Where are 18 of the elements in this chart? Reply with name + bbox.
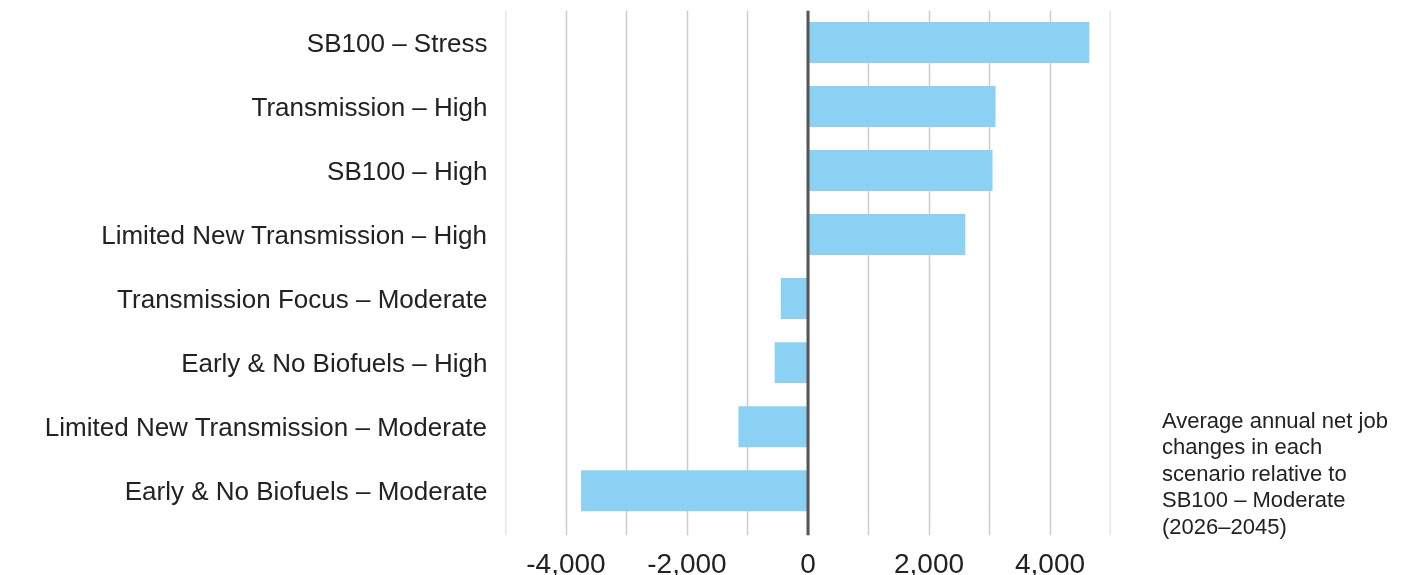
- x-tick-label: 0: [800, 547, 816, 575]
- y-tick-label: SB100 – Stress: [306, 27, 488, 58]
- y-tick-label: Early & No Biofuels – High: [181, 347, 488, 378]
- y-tick-label: Early & No Biofuels – Moderate: [124, 475, 488, 506]
- bar: [780, 278, 808, 320]
- bar: [774, 342, 808, 384]
- bar: [808, 86, 996, 128]
- bar: [808, 214, 966, 256]
- bar: [808, 150, 993, 192]
- y-tick-label: Transmission Focus – Moderate: [117, 283, 488, 314]
- y-tick-label: Limited New Transmission – Moderate: [44, 411, 488, 442]
- y-tick-label: SB100 – High: [327, 155, 488, 186]
- y-tick-label: Limited New Transmission – High: [101, 219, 488, 250]
- bar: [808, 22, 1090, 63]
- y-tick-label: Transmission – High: [251, 91, 488, 122]
- text: Average annual net job changes in each scenario relative to SB100 – Moderate (2026–2045): [1162, 408, 1389, 540]
- bar: [581, 470, 808, 512]
- bar: [738, 406, 808, 448]
